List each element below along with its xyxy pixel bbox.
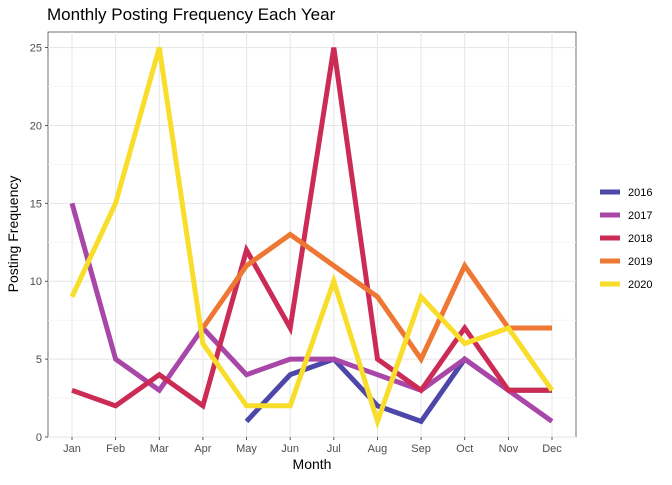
legend-label-2019: 2019 (628, 256, 652, 268)
legend-label-2016: 2016 (628, 187, 652, 199)
y-tick-label: 15 (30, 198, 42, 210)
y-tick-label: 5 (36, 354, 42, 366)
x-tick-label: Oct (456, 443, 473, 455)
x-tick-label: Sep (411, 443, 431, 455)
x-tick-label: Jul (327, 443, 341, 455)
series-line-2020 (69, 46, 555, 430)
y-tick-label: 20 (30, 120, 42, 132)
x-tick-label: Nov (499, 443, 519, 455)
x-axis-label: Month (293, 456, 332, 472)
x-tick-label: Mar (150, 443, 169, 455)
series-line-2019 (200, 231, 552, 365)
chart-title: Monthly Posting Frequency Each Year (47, 5, 336, 24)
x-axis: Jan Feb Mar Apr May Jun Jul Aug Sep Oct Nov Dec (63, 437, 562, 455)
x-tick-label: Feb (106, 443, 125, 455)
x-tick-label: Aug (368, 443, 388, 455)
y-axis: 0 5 10 15 20 25 (30, 43, 48, 444)
x-tick-label: Jun (281, 443, 299, 455)
x-tick-label: May (236, 443, 257, 455)
legend-label-2017: 2017 (628, 210, 652, 222)
x-tick-label: Dec (542, 443, 562, 455)
y-tick-label: 25 (30, 43, 42, 55)
x-tick-label: Jan (63, 443, 81, 455)
y-axis-label: Posting Frequency (5, 176, 21, 293)
legend-label-2018: 2018 (628, 233, 652, 245)
y-tick-label: 0 (36, 432, 42, 444)
legend-label-2020: 2020 (628, 279, 652, 291)
x-tick-label: Apr (194, 443, 211, 455)
series-line-2017 (69, 202, 554, 424)
y-tick-label: 10 (30, 276, 42, 288)
legend: 2016 2017 2018 2019 2020 (600, 187, 652, 291)
series-lines (69, 46, 555, 430)
